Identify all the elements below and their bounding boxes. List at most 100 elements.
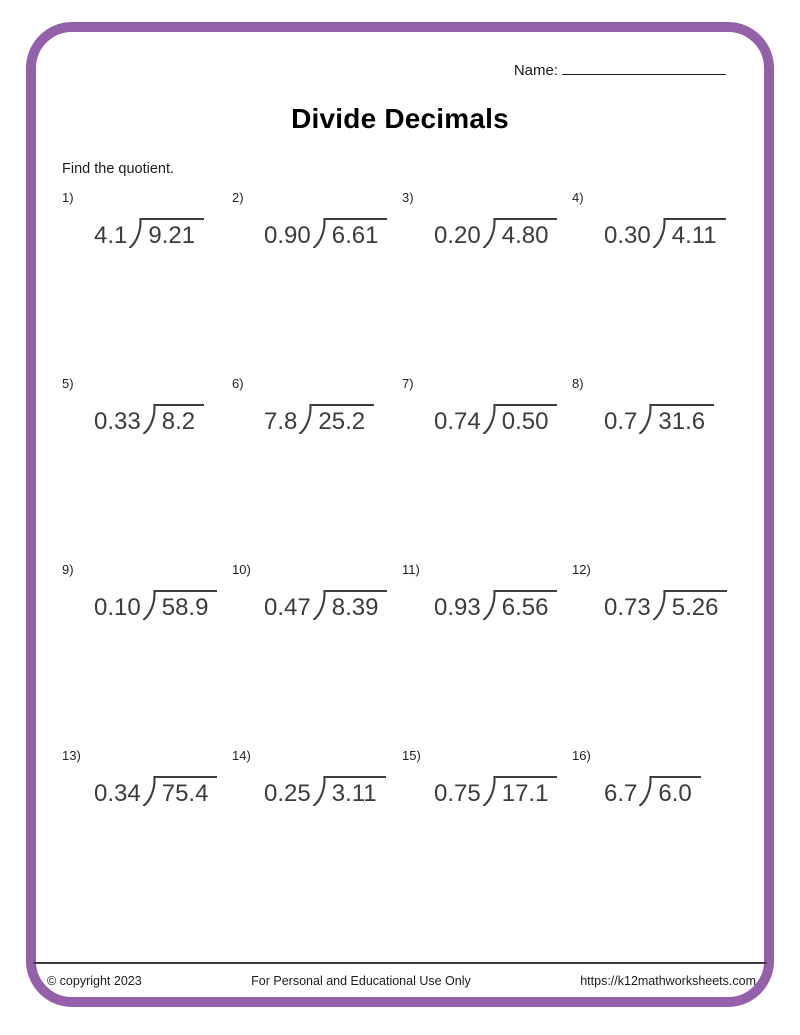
division-expression: 6.7 6.0: [604, 776, 701, 806]
division-bracket-icon: [312, 590, 326, 621]
divisor: 0.47: [264, 594, 311, 621]
instruction-text: Find the quotient.: [62, 161, 175, 177]
division-expression: 0.73 5.26: [604, 590, 728, 621]
divisor: 0.25: [264, 780, 311, 807]
divisor: 6.7: [604, 780, 638, 807]
division-bracket-icon: [482, 776, 496, 807]
division-bracket-icon: [129, 218, 142, 249]
problem: 2) 0.90 6.61: [232, 190, 402, 376]
dividend: 8.39: [324, 590, 388, 620]
problem: 1) 4.1 9.21: [62, 190, 232, 376]
problem-number: 12): [572, 562, 591, 577]
divisor: 0.20: [434, 222, 481, 249]
division-bracket-icon: [639, 404, 652, 435]
dividend: 17.1: [494, 776, 558, 806]
division-expression: 0.25 3.11: [264, 776, 386, 806]
problem-number: 14): [232, 748, 251, 763]
division-bracket-icon: [142, 776, 156, 807]
divisor: 0.75: [434, 780, 481, 807]
problem: 9) 0.10 58.9: [62, 562, 232, 748]
footer: © copyright 2023 For Personal and Educat…: [47, 974, 756, 988]
dividend: 3.11: [324, 776, 386, 806]
divisor: 0.33: [94, 408, 141, 435]
dividend: 6.61: [324, 218, 388, 248]
problem-number: 16): [572, 748, 591, 763]
problem-number: 3): [402, 190, 414, 205]
division-bracket-icon: [312, 776, 326, 807]
division-bracket-icon: [312, 218, 326, 249]
problem-number: 11): [402, 562, 420, 577]
footer-divider: [33, 962, 767, 964]
division-expression: 7.8 25.2: [264, 404, 375, 435]
problem-number: 15): [402, 748, 421, 763]
name-row: Name:: [514, 61, 726, 79]
division-bracket-icon: [299, 404, 312, 435]
dividend: 9.21: [141, 218, 205, 248]
problem: 5) 0.33 8.2: [62, 376, 232, 562]
divisor: 0.73: [604, 594, 651, 621]
problem: 13) 0.34 75.4: [62, 748, 232, 934]
dividend: 4.11: [664, 218, 726, 248]
footer-copyright: © copyright 2023: [47, 974, 142, 988]
division-bracket-icon: [652, 590, 666, 621]
footer-usage-note: For Personal and Educational Use Only: [251, 974, 471, 988]
division-expression: 0.47 8.39: [264, 590, 388, 621]
divisor: 7.8: [264, 408, 298, 435]
problem-number: 5): [62, 376, 74, 391]
name-fill-line: [562, 61, 726, 75]
problem: 8) 0.7 31.6: [572, 376, 742, 562]
division-bracket-icon: [482, 404, 496, 435]
problem: 16) 6.7 6.0: [572, 748, 742, 934]
division-bracket-icon: [142, 590, 156, 621]
divisor: 0.10: [94, 594, 141, 621]
division-bracket-icon: [482, 218, 496, 249]
dividend: 6.0: [651, 776, 701, 806]
problem: 10) 0.47 8.39: [232, 562, 402, 748]
problem: 3) 0.20 4.80: [402, 190, 572, 376]
problem: 15) 0.75 17.1: [402, 748, 572, 934]
problem-number: 1): [62, 190, 74, 205]
name-label: Name:: [513, 62, 558, 79]
dividend: 58.9: [154, 590, 218, 620]
division-expression: 0.10 58.9: [94, 590, 218, 621]
dividend: 6.56: [494, 590, 558, 620]
problem: 6) 7.8 25.2: [232, 376, 402, 562]
problem: 11) 0.93 6.56: [402, 562, 572, 748]
dividend: 75.4: [154, 776, 218, 806]
division-bracket-icon: [652, 218, 666, 249]
division-expression: 0.93 6.56: [434, 590, 558, 621]
dividend: 5.26: [664, 590, 728, 620]
problem-number: 6): [232, 376, 244, 391]
divisor: 4.1: [94, 222, 128, 249]
division-expression: 0.7 31.6: [604, 404, 715, 435]
dividend: 31.6: [651, 404, 715, 434]
division-expression: 0.75 17.1: [434, 776, 558, 807]
dividend: 25.2: [311, 404, 375, 434]
divisor: 0.93: [434, 594, 481, 621]
division-expression: 0.33 8.2: [94, 404, 205, 435]
divisor: 0.90: [264, 222, 311, 249]
division-expression: 0.20 4.80: [434, 218, 558, 249]
problem: 14) 0.25 3.11: [232, 748, 402, 934]
problem-number: 7): [402, 376, 414, 391]
division-expression: 0.30 4.11: [604, 218, 726, 248]
problem-number: 9): [62, 562, 74, 577]
problem-number: 2): [232, 190, 244, 205]
divisor: 0.74: [434, 408, 481, 435]
problem-number: 4): [572, 190, 584, 205]
division-expression: 0.74 0.50: [434, 404, 558, 435]
dividend: 0.50: [494, 404, 558, 434]
problem-number: 8): [572, 376, 584, 391]
footer-website-link[interactable]: https://k12mathworksheets.com: [580, 974, 756, 988]
division-bracket-icon: [482, 590, 496, 621]
division-expression: 0.34 75.4: [94, 776, 218, 807]
problem: 12) 0.73 5.26: [572, 562, 742, 748]
problem-number: 13): [62, 748, 81, 763]
divisor: 0.34: [94, 780, 141, 807]
divisor: 0.30: [604, 222, 651, 249]
dividend: 4.80: [494, 218, 558, 248]
divisor: 0.7: [604, 408, 638, 435]
problem: 4) 0.30 4.11: [572, 190, 742, 376]
problem: 7) 0.74 0.50: [402, 376, 572, 562]
problems-grid: 1) 4.1 9.21 2) 0.90 6.61 3) 0.20 4.80: [62, 190, 742, 934]
